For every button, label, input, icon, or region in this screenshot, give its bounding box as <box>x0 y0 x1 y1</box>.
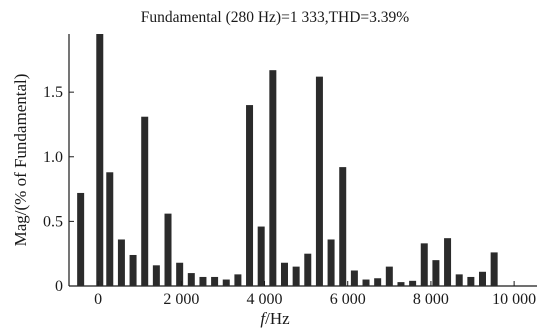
bar <box>106 172 114 286</box>
bar <box>141 116 149 287</box>
y-axis-label: Mag/(% of Fundamental) <box>11 74 30 247</box>
x-axis-label-unit: /Hz <box>265 309 290 328</box>
bar <box>304 253 312 286</box>
bar <box>117 239 125 286</box>
bar <box>339 167 347 286</box>
bar <box>199 276 207 286</box>
bar <box>222 279 230 286</box>
bar <box>409 280 417 286</box>
bar <box>292 266 300 286</box>
bar <box>362 279 370 286</box>
bar <box>420 243 428 286</box>
chart-title: Fundamental (280 Hz)=1 333,THD=3.39% <box>141 9 410 26</box>
y-tick-label: 0.5 <box>43 213 63 230</box>
bar <box>77 192 85 286</box>
bar <box>152 265 160 286</box>
bar <box>490 252 498 286</box>
x-tick-label: 4 000 <box>247 291 283 308</box>
bar <box>96 34 104 286</box>
bar <box>315 76 323 287</box>
bar <box>327 239 335 286</box>
bar <box>129 254 137 286</box>
bar <box>432 260 440 286</box>
y-tick-label: 0 <box>55 278 63 295</box>
bar <box>374 278 382 286</box>
bar <box>246 105 254 286</box>
bar <box>467 276 475 286</box>
y-axis: 0 0.5 1.0 1.5 <box>43 84 74 295</box>
y-tick-label: 1.0 <box>43 149 63 166</box>
bar <box>280 262 288 286</box>
bar <box>176 262 184 286</box>
bars <box>77 34 498 287</box>
bar <box>397 282 405 286</box>
x-tick-label: 0 <box>94 291 102 308</box>
bar <box>257 226 265 286</box>
bar <box>269 70 277 287</box>
bar <box>187 273 195 286</box>
bar <box>455 274 463 286</box>
x-tick-label: 10 000 <box>492 291 536 308</box>
bar <box>164 213 172 286</box>
x-tick-label: 2 000 <box>163 291 199 308</box>
y-tick-label: 1.5 <box>43 84 63 101</box>
bar <box>385 266 393 286</box>
bar <box>211 276 219 286</box>
x-axis: 0 2 000 4 000 6 000 8 000 10 000 <box>94 281 536 308</box>
x-tick-label: 8 000 <box>413 291 449 308</box>
bar <box>444 238 452 286</box>
plot-area <box>68 34 537 287</box>
bar <box>350 270 358 286</box>
x-axis-label-variable: f <box>260 309 267 328</box>
x-tick-label: 6 000 <box>330 291 366 308</box>
bar <box>234 274 242 286</box>
x-axis-label: f/Hz <box>260 309 290 328</box>
bar <box>479 271 486 286</box>
